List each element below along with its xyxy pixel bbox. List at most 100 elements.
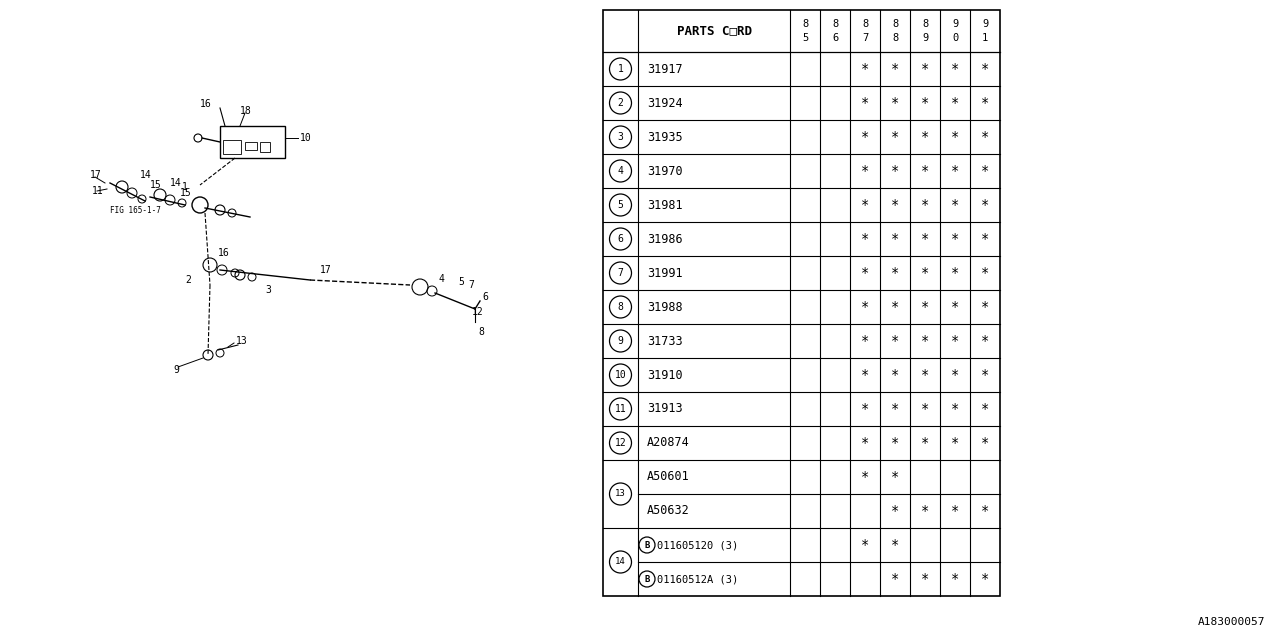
- Text: *: *: [951, 198, 959, 212]
- Bar: [244, 142, 257, 150]
- Text: 8: 8: [801, 19, 808, 29]
- Text: 6: 6: [617, 234, 623, 244]
- Text: *: *: [951, 164, 959, 178]
- Text: *: *: [861, 96, 869, 110]
- Text: *: *: [980, 266, 989, 280]
- Text: *: *: [891, 572, 899, 586]
- Text: 8: 8: [922, 19, 928, 29]
- Text: 31988: 31988: [646, 301, 682, 314]
- Text: *: *: [891, 436, 899, 450]
- Text: *: *: [891, 368, 899, 382]
- Text: 2: 2: [617, 98, 623, 108]
- Text: 8: 8: [892, 19, 899, 29]
- Text: 7: 7: [617, 268, 623, 278]
- Text: 12: 12: [614, 438, 626, 448]
- Text: B: B: [644, 541, 650, 550]
- Text: 8: 8: [892, 33, 899, 43]
- Text: 31970: 31970: [646, 164, 682, 177]
- Text: *: *: [980, 572, 989, 586]
- Text: 9: 9: [922, 33, 928, 43]
- Text: 31924: 31924: [646, 97, 682, 109]
- Bar: [223, 140, 241, 154]
- Text: *: *: [891, 62, 899, 76]
- Text: 3: 3: [617, 132, 623, 142]
- Text: 1: 1: [617, 64, 623, 74]
- Text: *: *: [920, 300, 929, 314]
- Text: *: *: [951, 368, 959, 382]
- Text: 14: 14: [140, 170, 152, 180]
- Text: *: *: [920, 266, 929, 280]
- Text: 8: 8: [832, 19, 838, 29]
- Text: 14: 14: [616, 557, 626, 566]
- Text: *: *: [951, 300, 959, 314]
- Text: 8: 8: [861, 19, 868, 29]
- Text: 9: 9: [617, 336, 623, 346]
- Text: *: *: [920, 436, 929, 450]
- Text: *: *: [891, 266, 899, 280]
- Text: *: *: [920, 164, 929, 178]
- Text: 16: 16: [218, 248, 229, 258]
- Text: *: *: [951, 130, 959, 144]
- Text: *: *: [980, 402, 989, 416]
- Text: A20874: A20874: [646, 436, 690, 449]
- Text: *: *: [920, 198, 929, 212]
- Text: 31986: 31986: [646, 232, 682, 246]
- Text: B: B: [644, 575, 650, 584]
- Text: 5: 5: [458, 277, 463, 287]
- Text: 9: 9: [982, 19, 988, 29]
- Text: *: *: [951, 334, 959, 348]
- Text: 4: 4: [617, 166, 623, 176]
- Text: 01160512A (3): 01160512A (3): [657, 574, 739, 584]
- Text: *: *: [861, 300, 869, 314]
- Text: *: *: [891, 470, 899, 484]
- Text: *: *: [891, 96, 899, 110]
- Text: 10: 10: [614, 370, 626, 380]
- Text: 0: 0: [952, 33, 959, 43]
- Bar: [603, 10, 1000, 596]
- Text: *: *: [861, 198, 869, 212]
- Text: 7: 7: [468, 280, 474, 290]
- Bar: [220, 126, 285, 158]
- Text: 3: 3: [265, 285, 271, 295]
- Text: *: *: [920, 504, 929, 518]
- Text: 16: 16: [200, 99, 211, 109]
- Text: 15: 15: [180, 188, 192, 198]
- Text: *: *: [980, 164, 989, 178]
- Text: 11: 11: [614, 404, 626, 414]
- Text: 12: 12: [472, 307, 484, 317]
- Text: *: *: [861, 368, 869, 382]
- Text: 9: 9: [952, 19, 959, 29]
- Text: 9: 9: [173, 365, 179, 375]
- Text: 1: 1: [182, 182, 188, 192]
- Text: *: *: [980, 232, 989, 246]
- Text: *: *: [951, 266, 959, 280]
- Text: *: *: [920, 368, 929, 382]
- Text: *: *: [891, 334, 899, 348]
- Text: *: *: [980, 368, 989, 382]
- Text: 13: 13: [236, 336, 248, 346]
- Text: *: *: [920, 62, 929, 76]
- Bar: [260, 142, 270, 152]
- Text: *: *: [920, 130, 929, 144]
- Text: *: *: [861, 266, 869, 280]
- Text: *: *: [861, 62, 869, 76]
- Text: *: *: [980, 96, 989, 110]
- Text: A50601: A50601: [646, 470, 690, 483]
- Text: 17: 17: [90, 170, 101, 180]
- Text: 8: 8: [477, 327, 484, 337]
- Text: 15: 15: [150, 180, 161, 190]
- Text: *: *: [891, 232, 899, 246]
- Text: 10: 10: [300, 133, 312, 143]
- Text: *: *: [980, 62, 989, 76]
- Text: *: *: [951, 96, 959, 110]
- Text: *: *: [980, 504, 989, 518]
- Text: A50632: A50632: [646, 504, 690, 518]
- Text: 8: 8: [617, 302, 623, 312]
- Text: *: *: [861, 538, 869, 552]
- Text: *: *: [861, 402, 869, 416]
- Text: PARTS C□RD: PARTS C□RD: [677, 24, 751, 38]
- Text: *: *: [861, 436, 869, 450]
- Text: *: *: [980, 130, 989, 144]
- Text: *: *: [920, 96, 929, 110]
- Text: *: *: [951, 504, 959, 518]
